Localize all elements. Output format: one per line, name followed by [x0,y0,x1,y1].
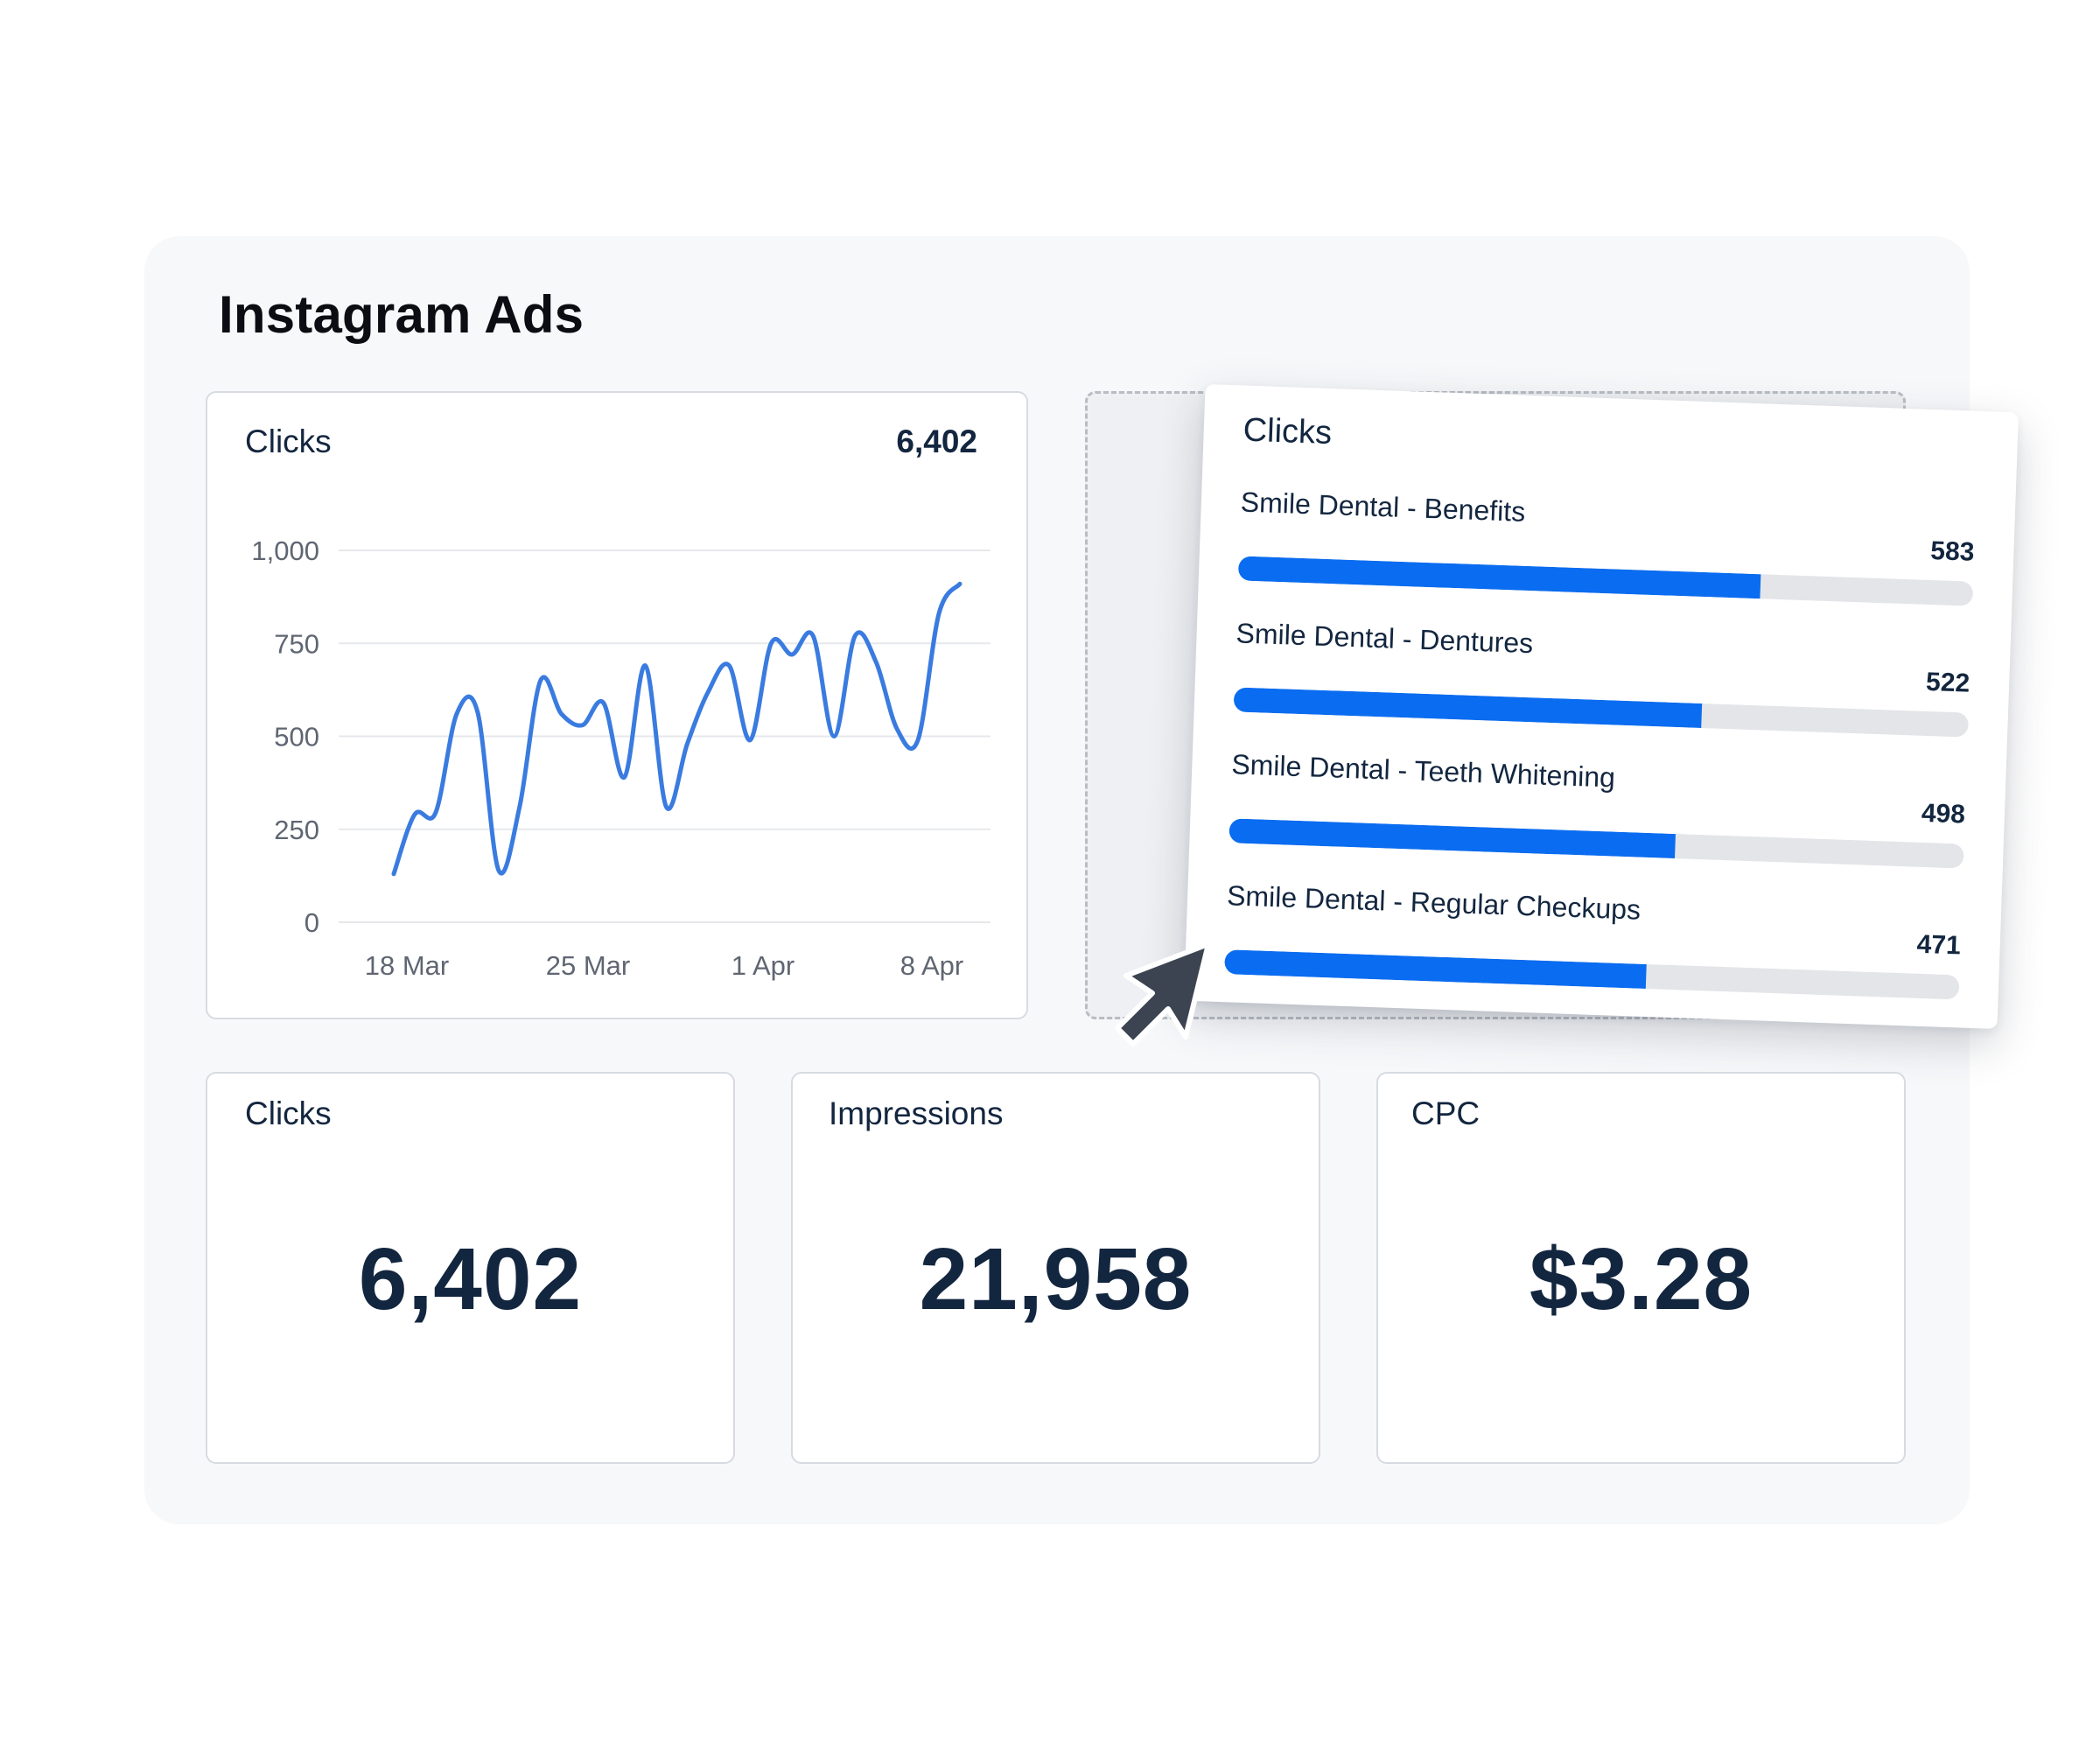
bar-card-title: Clicks [1242,411,1333,452]
bar-label: Smile Dental - Dentures [1236,617,1534,660]
kpi-value: 6,402 [358,1230,583,1328]
bar-value: 522 [1925,667,1970,698]
kpi-label: CPC [1411,1096,1480,1131]
line-card-label: Clicks [245,424,332,459]
clicks-line-chart: 0 250 500 750 1,000 18 Mar 25 Mar 1 Apr 8 Apr [251,536,990,981]
bar-label: Smile Dental - Teeth Whitening [1230,748,1616,794]
dragged-bar-widget[interactable]: Clicks Smile Dental - Benefits 583 Smile… [1183,383,2020,1030]
bar-row-teeth-whitening: Smile Dental - Teeth Whitening 498 [1228,748,1967,878]
bar-fill [1228,818,1676,859]
bar-fill [1224,949,1648,989]
bar-fill [1233,687,1702,728]
kpi-value: 21,958 [919,1230,1193,1328]
x-tick-label: 1 Apr [732,950,794,981]
bar-label: Smile Dental - Regular Checkups [1226,879,1642,926]
bar-fill [1237,556,1761,599]
pointer-cursor-icon [1115,942,1211,1046]
y-tick-label: 250 [274,815,319,845]
line-card-total: 6,402 [896,424,977,459]
y-tick-label: 1,000 [251,536,319,566]
kpi-card-impressions[interactable]: Impressions 21,958 [791,1072,1320,1464]
kpi-label: Clicks [245,1096,332,1131]
page-title: Instagram Ads [219,285,584,344]
bar-value: 498 [1921,798,1966,830]
kpi-card-cpc[interactable]: CPC $3.28 [1376,1072,1906,1464]
clicks-series-line [391,581,962,877]
bar-track [1237,556,1974,606]
kpi-card-clicks[interactable]: Clicks 6,402 [206,1072,735,1464]
bar-value: 583 [1929,536,1975,567]
bar-track [1224,949,1960,1000]
y-tick-label: 750 [274,628,319,659]
kpi-label: Impressions [829,1096,1004,1131]
bar-track [1228,818,1964,869]
x-tick-label: 25 Mar [546,950,630,981]
bar-row-regular-checkups: Smile Dental - Regular Checkups 471 [1224,879,1963,1010]
bar-row-benefits: Smile Dental - Benefits 583 [1237,486,1976,616]
bar-value: 471 [1916,929,1962,961]
y-tick-label: 500 [274,722,319,752]
y-tick-label: 0 [304,907,319,938]
bar-row-dentures: Smile Dental - Dentures 522 [1233,617,1971,747]
kpi-value: $3.28 [1529,1230,1754,1328]
bar-label: Smile Dental - Benefits [1240,486,1526,528]
bar-track [1233,687,1970,738]
clicks-line-chart-card[interactable]: Clicks 6,402 0 250 500 750 1,000 18 Mar 25 Mar… [206,391,1028,1019]
x-tick-label: 18 Mar [365,950,449,981]
x-tick-label: 8 Apr [900,950,963,981]
